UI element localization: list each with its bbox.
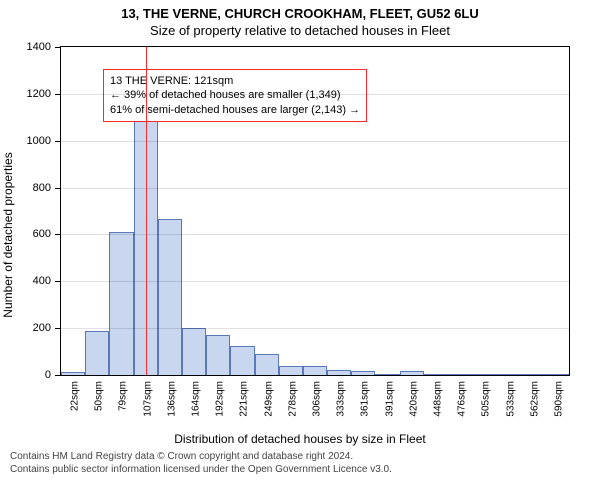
y-tick-label: 600 bbox=[33, 228, 51, 240]
x-tick-label: 79sqm bbox=[118, 381, 129, 411]
page-subtitle: Size of property relative to detached ho… bbox=[0, 21, 600, 40]
bar bbox=[85, 331, 109, 376]
y-tick-label: 1000 bbox=[27, 135, 51, 147]
x-tick-label: 505sqm bbox=[481, 381, 492, 417]
x-axis-label: Distribution of detached houses by size … bbox=[0, 432, 600, 446]
x-tick-label: 533sqm bbox=[505, 381, 516, 417]
bar bbox=[448, 374, 472, 375]
y-tick bbox=[55, 94, 61, 95]
x-tick-label: 306sqm bbox=[312, 381, 323, 417]
chart-container: Number of detached properties 13 THE VER… bbox=[0, 40, 600, 430]
bar bbox=[424, 374, 448, 375]
y-tick-label: 0 bbox=[45, 369, 51, 381]
annotation-line: ← 39% of detached houses are smaller (1,… bbox=[110, 88, 360, 102]
bar bbox=[255, 354, 279, 375]
y-tick bbox=[55, 328, 61, 329]
grid-line bbox=[61, 188, 569, 189]
y-tick bbox=[55, 47, 61, 48]
footer-line-1: Contains HM Land Registry data © Crown c… bbox=[10, 450, 590, 463]
bar bbox=[158, 219, 182, 375]
y-tick-label: 400 bbox=[33, 275, 51, 287]
x-tick-label: 361sqm bbox=[360, 381, 371, 417]
x-tick-label: 333sqm bbox=[336, 381, 347, 417]
y-tick-label: 1200 bbox=[27, 88, 51, 100]
x-tick-label: 590sqm bbox=[553, 381, 564, 417]
bar bbox=[472, 374, 496, 375]
grid-line bbox=[61, 328, 569, 329]
x-tick-label: 249sqm bbox=[263, 381, 274, 417]
bar bbox=[206, 335, 230, 375]
bar bbox=[496, 374, 520, 375]
bar bbox=[545, 374, 569, 375]
x-tick-label: 448sqm bbox=[432, 381, 443, 417]
x-tick-label: 107sqm bbox=[142, 381, 153, 417]
y-tick bbox=[55, 141, 61, 142]
y-tick bbox=[55, 188, 61, 189]
bar bbox=[61, 372, 85, 375]
x-tick-label: 278sqm bbox=[287, 381, 298, 417]
y-axis-label: Number of detached properties bbox=[1, 152, 15, 317]
x-tick-label: 50sqm bbox=[94, 381, 105, 411]
footer-line-2: Contains public sector information licen… bbox=[10, 463, 590, 476]
bar bbox=[182, 328, 206, 375]
y-tick-label: 800 bbox=[33, 182, 51, 194]
x-tick-label: 192sqm bbox=[215, 381, 226, 417]
y-tick bbox=[55, 281, 61, 282]
x-tick-label: 391sqm bbox=[384, 381, 395, 417]
bar bbox=[375, 374, 399, 375]
footer: Contains HM Land Registry data © Crown c… bbox=[0, 446, 600, 476]
bar bbox=[279, 366, 303, 375]
bar bbox=[521, 374, 545, 375]
annotation-box: 13 THE VERNE: 121sqm← 39% of detached ho… bbox=[103, 69, 367, 122]
bar bbox=[109, 232, 133, 375]
y-tick-label: 1400 bbox=[27, 41, 51, 53]
grid-line bbox=[61, 94, 569, 95]
y-tick bbox=[55, 234, 61, 235]
plot-area: 13 THE VERNE: 121sqm← 39% of detached ho… bbox=[60, 46, 570, 376]
x-tick-label: 221sqm bbox=[239, 381, 250, 417]
grid-line bbox=[61, 281, 569, 282]
bar bbox=[303, 366, 327, 375]
y-tick-label: 200 bbox=[33, 322, 51, 334]
x-tick-label: 476sqm bbox=[457, 381, 468, 417]
bar bbox=[327, 370, 351, 375]
x-tick-label: 420sqm bbox=[408, 381, 419, 417]
x-tick-label: 562sqm bbox=[529, 381, 540, 417]
x-tick-label: 136sqm bbox=[166, 381, 177, 417]
annotation-line: 61% of semi-detached houses are larger (… bbox=[110, 103, 360, 117]
annotation-line: 13 THE VERNE: 121sqm bbox=[110, 74, 360, 88]
bar bbox=[230, 346, 254, 375]
x-tick-label: 22sqm bbox=[70, 381, 81, 411]
bar bbox=[400, 371, 424, 375]
page-title: 13, THE VERNE, CHURCH CROOKHAM, FLEET, G… bbox=[0, 0, 600, 21]
bar bbox=[351, 371, 375, 375]
marker-line bbox=[146, 47, 147, 375]
grid-line bbox=[61, 141, 569, 142]
y-tick bbox=[55, 375, 61, 376]
x-tick-label: 164sqm bbox=[191, 381, 202, 417]
grid-line bbox=[61, 234, 569, 235]
